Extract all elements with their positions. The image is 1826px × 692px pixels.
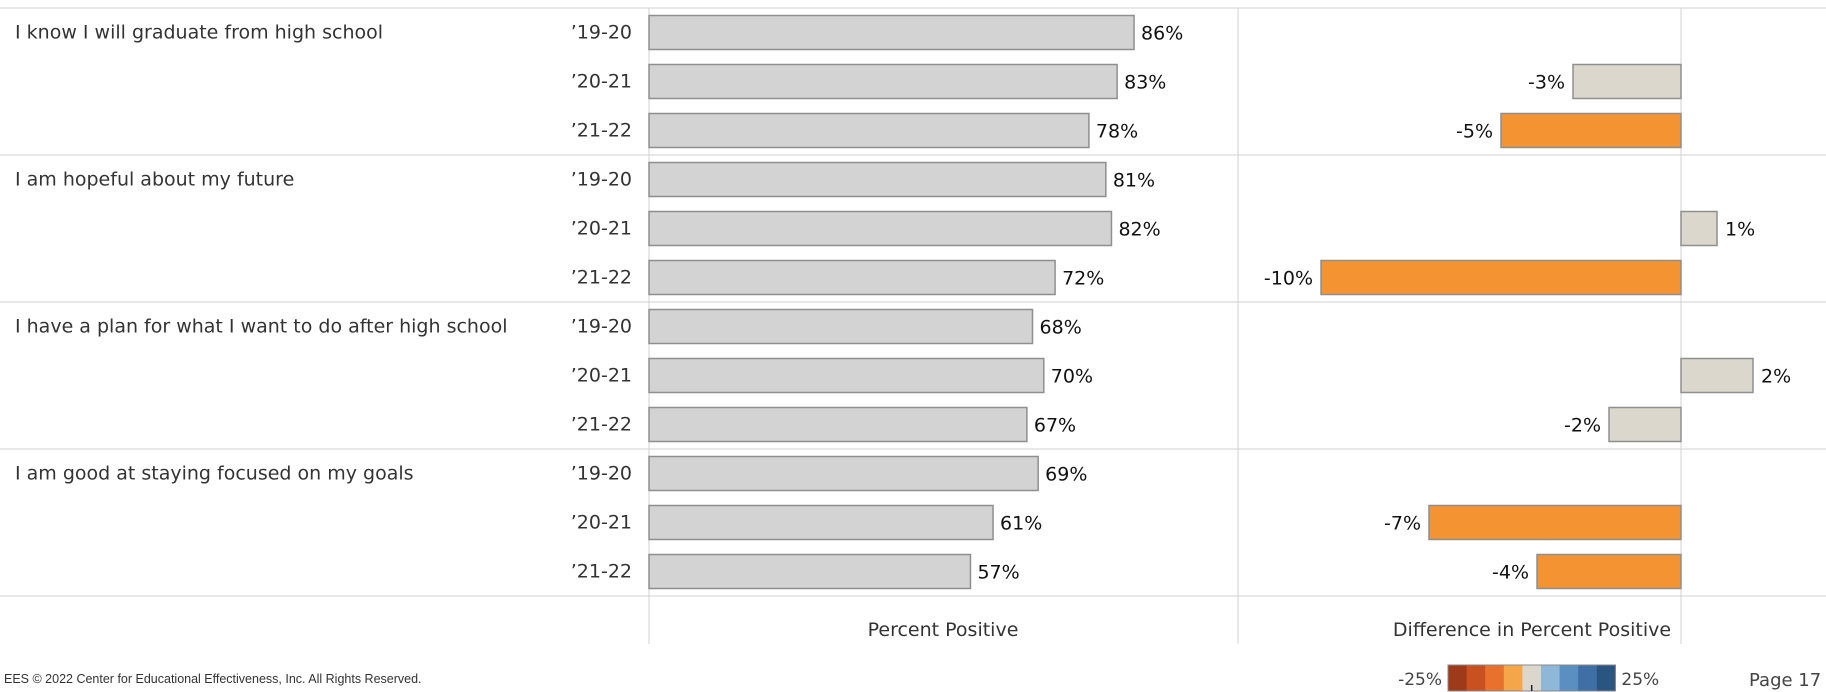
legend-max-label: 25% — [1621, 670, 1659, 690]
percent-positive-bar — [648, 406, 1028, 443]
difference-value-label: -10% — [1264, 268, 1313, 290]
percent-positive-bar — [648, 210, 1113, 247]
legend-swatch — [1448, 665, 1468, 691]
legend-swatch — [1485, 665, 1505, 691]
statement-label: I know I will graduate from high school — [15, 22, 383, 44]
statement-label: I am hopeful about my future — [15, 169, 294, 191]
difference-value-label: 1% — [1725, 219, 1755, 241]
percent-positive-value-label: 67% — [1034, 415, 1076, 437]
statement-label: I have a plan for what I want to do afte… — [15, 316, 508, 338]
year-label: ’20-21 — [571, 365, 632, 387]
difference-value-label: -4% — [1492, 562, 1529, 584]
difference-bar — [1572, 63, 1682, 100]
year-label: ’20-21 — [571, 71, 632, 93]
difference-value-label: -3% — [1528, 72, 1565, 94]
difference-bar — [1320, 259, 1682, 296]
percent-positive-value-label: 68% — [1040, 317, 1082, 339]
year-label: ’19-20 — [571, 169, 632, 191]
percent-positive-value-label: 78% — [1096, 121, 1138, 143]
year-label: ’21-22 — [571, 414, 632, 436]
percent-positive-value-label: 61% — [1000, 513, 1042, 535]
percent-positive-bar — [648, 63, 1118, 100]
difference-value-label: -5% — [1456, 121, 1493, 143]
percent-positive-bar — [648, 553, 972, 590]
percent-axis-title: Percent Positive — [868, 619, 1019, 641]
year-label: ’21-22 — [571, 561, 632, 583]
difference-value-label: -2% — [1564, 415, 1601, 437]
difference-value-label: 2% — [1761, 366, 1791, 388]
difference-bar — [1536, 553, 1682, 590]
percent-positive-value-label: 72% — [1062, 268, 1104, 290]
year-label: ’20-21 — [571, 218, 632, 240]
legend-swatch — [1596, 665, 1616, 691]
percent-positive-value-label: 82% — [1118, 219, 1160, 241]
legend-swatch — [1466, 665, 1486, 691]
percent-positive-value-label: 70% — [1051, 366, 1093, 388]
percent-positive-bar — [648, 14, 1135, 51]
percent-positive-value-label: 81% — [1113, 170, 1155, 192]
percent-positive-bar — [648, 112, 1090, 149]
year-label: ’19-20 — [571, 316, 632, 338]
year-label: ’19-20 — [571, 22, 632, 44]
percent-positive-value-label: 86% — [1141, 23, 1183, 45]
percent-positive-bar — [648, 357, 1045, 394]
year-label: ’21-22 — [571, 267, 632, 289]
difference-bar — [1680, 357, 1754, 394]
legend-swatch — [1522, 665, 1542, 691]
year-label: ’20-21 — [571, 512, 632, 534]
difference-bar — [1500, 112, 1682, 149]
percent-positive-bar — [648, 259, 1056, 296]
year-label: ’21-22 — [571, 120, 632, 142]
difference-axis-title: Difference in Percent Positive — [1393, 619, 1671, 641]
percent-positive-bar — [648, 504, 994, 541]
page-number: Page 17 — [1749, 670, 1822, 691]
legend-swatch — [1578, 665, 1598, 691]
percent-positive-bar — [648, 161, 1107, 198]
legend-swatch — [1559, 665, 1579, 691]
percent-positive-bar — [648, 455, 1039, 492]
percent-positive-value-label: 83% — [1124, 72, 1166, 94]
copyright-footer: EES © 2022 Center for Educational Effect… — [4, 672, 422, 686]
statement-label: I am good at staying focused on my goals — [15, 463, 414, 485]
legend-swatch — [1541, 665, 1561, 691]
difference-bar — [1680, 210, 1718, 247]
percent-positive-bar — [648, 308, 1034, 345]
difference-bar — [1428, 504, 1682, 541]
difference-bar — [1608, 406, 1682, 443]
year-label: ’19-20 — [571, 463, 632, 485]
percent-positive-value-label: 57% — [977, 562, 1019, 584]
difference-value-label: -7% — [1384, 513, 1421, 535]
legend-swatch — [1503, 665, 1523, 691]
legend-min-label: -25% — [1398, 670, 1442, 690]
percent-positive-value-label: 69% — [1045, 464, 1087, 486]
